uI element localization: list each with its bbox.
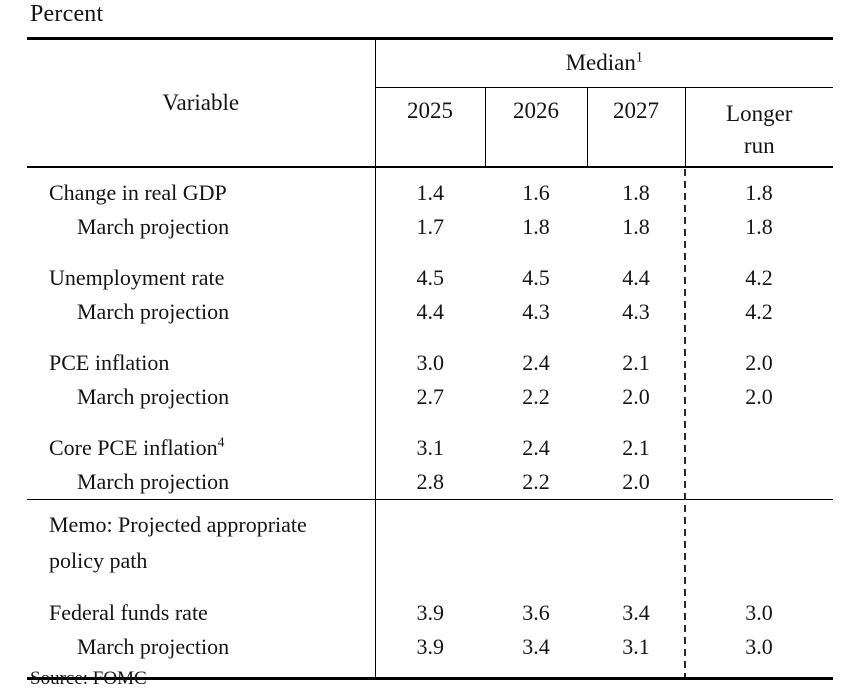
cell-value: 3.4	[522, 634, 550, 659]
table-row-fed-funds: Federal funds rate 3.9 3.6 3.4 3.0	[27, 579, 833, 630]
cell-value: 3.9	[416, 600, 445, 625]
cell-value	[587, 499, 685, 579]
projections-table: Variable Median1 2025 2026 2027 Longer r…	[27, 40, 834, 677]
cell-value: 2.1	[622, 435, 650, 460]
cell-value	[375, 499, 485, 579]
table-row-core-pce-march: March projection 2.8 2.2 2.0	[27, 465, 833, 500]
table-body: Change in real GDP 1.4 1.6 1.8 1.8 March…	[27, 167, 834, 677]
cell-value	[485, 499, 587, 579]
median-footnote-marker: 1	[635, 49, 643, 66]
row-label: Change in real GDP	[27, 167, 376, 210]
col-header-longer-run: Longer run	[684, 87, 834, 168]
cell-value: 2.0	[745, 384, 773, 409]
col-header-2025: 2025	[375, 87, 485, 168]
cell-value: 4.5	[522, 265, 550, 290]
row-label: Core PCE inflation4	[27, 414, 376, 465]
cell-value: 3.0	[416, 350, 445, 375]
cell-value: 3.0	[745, 634, 773, 659]
variable-header-label: Variable	[162, 90, 240, 115]
row-label: March projection	[27, 295, 376, 329]
table-row-unemployment-march: March projection 4.4 4.3 4.3 4.2	[27, 295, 833, 329]
col-header-2026: 2026	[484, 87, 587, 168]
cell-value: 2.7	[416, 384, 445, 409]
core-pce-footnote-marker: 4	[217, 434, 225, 450]
cell-value: 2.0	[745, 350, 773, 375]
cell-value	[685, 465, 833, 500]
cell-value: 4.5	[416, 265, 445, 290]
cell-value: 1.8	[622, 180, 650, 205]
cell-value: 2.2	[522, 469, 550, 494]
cell-value: 1.7	[416, 214, 445, 239]
table-header: Variable Median1 2025 2026 2027 Longer r…	[27, 40, 834, 168]
cell-value: 2.0	[622, 384, 650, 409]
projections-table-container: Variable Median1 2025 2026 2027 Longer r…	[27, 37, 834, 680]
row-label: PCE inflation	[27, 329, 376, 380]
cell-value: 4.3	[622, 299, 650, 324]
table-row-fed-funds-march: March projection 3.9 3.4 3.1 3.0	[27, 630, 833, 677]
variable-column-header: Variable	[27, 40, 376, 168]
row-label: March projection	[27, 210, 376, 244]
cell-value: 3.4	[622, 600, 650, 625]
cell-value: 1.4	[416, 180, 445, 205]
cell-value: 1.8	[622, 214, 650, 239]
col-header-2027: 2027	[586, 87, 685, 168]
median-column-group-header: Median1	[375, 40, 834, 88]
cell-value	[685, 499, 834, 579]
median-header-label: Median	[565, 50, 636, 76]
row-label: March projection	[27, 630, 376, 677]
table-row-unemployment: Unemployment rate 4.5 4.5 4.4 4.2	[27, 244, 833, 295]
cell-value: 2.0	[622, 469, 650, 494]
cell-value: 3.1	[416, 435, 445, 460]
cell-value: 1.8	[745, 214, 773, 239]
table-row-memo: Memo: Projected appropriate policy path	[27, 499, 834, 579]
table-row-gdp-march: March projection 1.7 1.8 1.8 1.8	[27, 210, 833, 244]
cell-value: 1.6	[522, 180, 550, 205]
row-label: Unemployment rate	[27, 244, 376, 295]
cell-value: 4.4	[416, 299, 445, 324]
cell-value: 4.4	[622, 265, 650, 290]
cell-value: 3.6	[522, 600, 550, 625]
row-label: Memo: Projected appropriate policy path	[27, 499, 376, 579]
source-note: Source: FOMC	[30, 668, 147, 689]
cell-value: 4.3	[522, 299, 550, 324]
cell-value: 4.2	[745, 299, 773, 324]
cell-value: 2.8	[416, 469, 445, 494]
cell-value: 1.8	[745, 180, 773, 205]
cell-value: 3.1	[622, 634, 650, 659]
longer-run-label: Longer run	[726, 100, 793, 158]
table-row-pce-march: March projection 2.7 2.2 2.0 2.0	[27, 380, 833, 414]
table-row-core-pce: Core PCE inflation4 3.1 2.4 2.1	[27, 414, 833, 465]
cell-value: 2.1	[622, 350, 650, 375]
header-row-median: Variable Median1	[27, 40, 834, 168]
cell-value: 2.4	[522, 350, 550, 375]
table-row-gdp: Change in real GDP 1.4 1.6 1.8 1.8	[27, 167, 833, 210]
cell-value	[685, 414, 833, 465]
row-label: March projection	[27, 380, 376, 414]
cell-value: 3.9	[416, 634, 445, 659]
row-label: March projection	[27, 465, 376, 500]
table-row-pce: PCE inflation 3.0 2.4 2.1 2.0	[27, 329, 833, 380]
cell-value: 3.0	[745, 600, 773, 625]
cell-value: 4.2	[745, 265, 773, 290]
cell-value: 2.4	[522, 435, 550, 460]
cell-value: 1.8	[522, 214, 550, 239]
row-label: Federal funds rate	[27, 579, 376, 630]
cell-value: 2.2	[522, 384, 550, 409]
table-title: Percent	[30, 1, 104, 27]
header-row-years: 2025 2026 2027 Longer run	[27, 87, 834, 168]
